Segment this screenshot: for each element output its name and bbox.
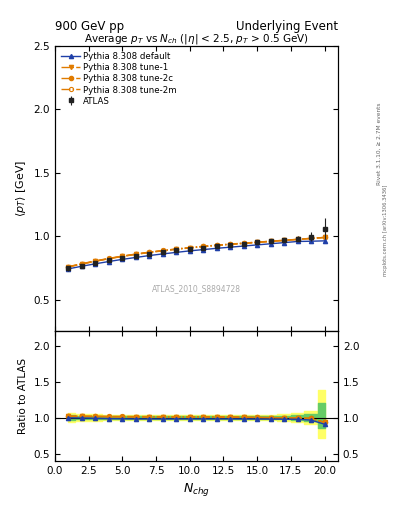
Pythia 8.308 default — [295, 239, 300, 245]
Pythia 8.308 default — [120, 257, 125, 263]
Pythia 8.308 tune-2c — [174, 246, 179, 252]
Pythia 8.308 tune-1 — [214, 243, 219, 249]
Pythia 8.308 tune-1 — [93, 258, 98, 264]
Pythia 8.308 tune-1 — [268, 239, 273, 245]
Legend: Pythia 8.308 default, Pythia 8.308 tune-1, Pythia 8.308 tune-2c, Pythia 8.308 tu: Pythia 8.308 default, Pythia 8.308 tune-… — [59, 50, 179, 108]
Pythia 8.308 tune-2c — [255, 239, 259, 245]
Pythia 8.308 tune-2c — [241, 240, 246, 246]
Pythia 8.308 tune-2c — [107, 255, 111, 262]
Pythia 8.308 tune-2m — [255, 239, 259, 245]
Pythia 8.308 tune-1 — [295, 237, 300, 243]
Pythia 8.308 tune-1 — [228, 242, 233, 248]
Pythia 8.308 tune-2c — [228, 241, 233, 247]
Pythia 8.308 default — [93, 261, 98, 267]
Pythia 8.308 tune-2m — [147, 249, 152, 255]
Pythia 8.308 tune-2m — [268, 238, 273, 244]
Pythia 8.308 tune-2c — [93, 258, 98, 264]
Pythia 8.308 tune-2m — [309, 235, 313, 241]
Pythia 8.308 tune-2m — [187, 245, 192, 251]
Pythia 8.308 tune-2c — [187, 245, 192, 251]
Pythia 8.308 tune-2c — [201, 243, 206, 249]
Pythia 8.308 tune-1 — [160, 248, 165, 254]
Pythia 8.308 default — [160, 251, 165, 257]
X-axis label: $N_{chg}$: $N_{chg}$ — [183, 481, 210, 498]
Pythia 8.308 default — [322, 238, 327, 244]
Text: Rivet 3.1.10, ≥ 2.7M events: Rivet 3.1.10, ≥ 2.7M events — [377, 102, 382, 185]
Pythia 8.308 default — [174, 249, 179, 255]
Pythia 8.308 tune-1 — [187, 245, 192, 251]
Pythia 8.308 tune-2c — [66, 264, 71, 270]
Pythia 8.308 default — [214, 245, 219, 251]
Pythia 8.308 tune-2m — [160, 247, 165, 253]
Pythia 8.308 default — [134, 254, 138, 261]
Pythia 8.308 tune-2c — [214, 242, 219, 248]
Pythia 8.308 tune-2m — [66, 264, 71, 270]
Pythia 8.308 tune-1 — [120, 253, 125, 260]
Pythia 8.308 default — [107, 259, 111, 265]
Pythia 8.308 tune-2c — [295, 236, 300, 242]
Text: 900 GeV pp: 900 GeV pp — [55, 20, 124, 33]
Pythia 8.308 default — [66, 266, 71, 272]
Pythia 8.308 default — [255, 242, 259, 248]
Pythia 8.308 tune-2m — [80, 261, 84, 267]
Line: Pythia 8.308 tune-1: Pythia 8.308 tune-1 — [66, 236, 327, 269]
Text: Underlying Event: Underlying Event — [236, 20, 338, 33]
Pythia 8.308 tune-2c — [134, 251, 138, 257]
Pythia 8.308 tune-2m — [201, 243, 206, 249]
Pythia 8.308 default — [309, 238, 313, 244]
Pythia 8.308 tune-2c — [322, 234, 327, 241]
Line: Pythia 8.308 tune-2m: Pythia 8.308 tune-2m — [66, 236, 327, 269]
Pythia 8.308 tune-2c — [80, 261, 84, 267]
Line: Pythia 8.308 default: Pythia 8.308 default — [66, 239, 327, 271]
Text: ATLAS_2010_S8894728: ATLAS_2010_S8894728 — [152, 284, 241, 293]
Pythia 8.308 tune-2c — [120, 253, 125, 260]
Y-axis label: $\langle p_T \rangle$ [GeV]: $\langle p_T \rangle$ [GeV] — [14, 160, 28, 217]
Pythia 8.308 default — [241, 243, 246, 249]
Pythia 8.308 tune-2m — [241, 240, 246, 246]
Pythia 8.308 tune-2m — [120, 253, 125, 259]
Pythia 8.308 tune-1 — [255, 240, 259, 246]
Pythia 8.308 tune-2m — [93, 258, 98, 264]
Pythia 8.308 default — [147, 252, 152, 259]
Pythia 8.308 default — [228, 244, 233, 250]
Pythia 8.308 tune-2m — [214, 242, 219, 248]
Pythia 8.308 default — [282, 240, 286, 246]
Pythia 8.308 tune-1 — [107, 255, 111, 262]
Pythia 8.308 tune-1 — [241, 241, 246, 247]
Pythia 8.308 tune-2c — [160, 247, 165, 253]
Pythia 8.308 default — [268, 241, 273, 247]
Pythia 8.308 tune-2c — [268, 238, 273, 244]
Pythia 8.308 tune-1 — [80, 261, 84, 267]
Title: Average $p_T$ vs $N_{ch}$ ($|\eta|$ < 2.5, $p_T$ > 0.5 GeV): Average $p_T$ vs $N_{ch}$ ($|\eta|$ < 2.… — [84, 32, 309, 46]
Pythia 8.308 tune-1 — [66, 264, 71, 270]
Y-axis label: Ratio to ATLAS: Ratio to ATLAS — [18, 358, 28, 434]
Pythia 8.308 tune-1 — [134, 251, 138, 258]
Pythia 8.308 tune-2m — [322, 234, 327, 241]
Pythia 8.308 default — [187, 248, 192, 254]
Pythia 8.308 tune-2m — [174, 246, 179, 252]
Pythia 8.308 tune-2m — [295, 236, 300, 242]
Text: mcplots.cern.ch [arXiv:1306.3436]: mcplots.cern.ch [arXiv:1306.3436] — [383, 185, 387, 276]
Pythia 8.308 default — [80, 263, 84, 269]
Pythia 8.308 tune-1 — [322, 234, 327, 241]
Pythia 8.308 tune-2m — [228, 241, 233, 247]
Pythia 8.308 tune-2m — [134, 251, 138, 257]
Pythia 8.308 tune-1 — [282, 238, 286, 244]
Pythia 8.308 tune-2c — [282, 237, 286, 243]
Pythia 8.308 default — [201, 246, 206, 252]
Pythia 8.308 tune-1 — [174, 246, 179, 252]
Pythia 8.308 tune-2m — [107, 255, 111, 262]
Pythia 8.308 tune-2m — [282, 237, 286, 243]
Pythia 8.308 tune-2c — [147, 249, 152, 255]
Pythia 8.308 tune-1 — [201, 244, 206, 250]
Pythia 8.308 tune-2c — [309, 235, 313, 241]
Pythia 8.308 tune-1 — [147, 249, 152, 255]
Line: Pythia 8.308 tune-2c: Pythia 8.308 tune-2c — [66, 236, 327, 269]
Pythia 8.308 tune-1 — [309, 236, 313, 242]
